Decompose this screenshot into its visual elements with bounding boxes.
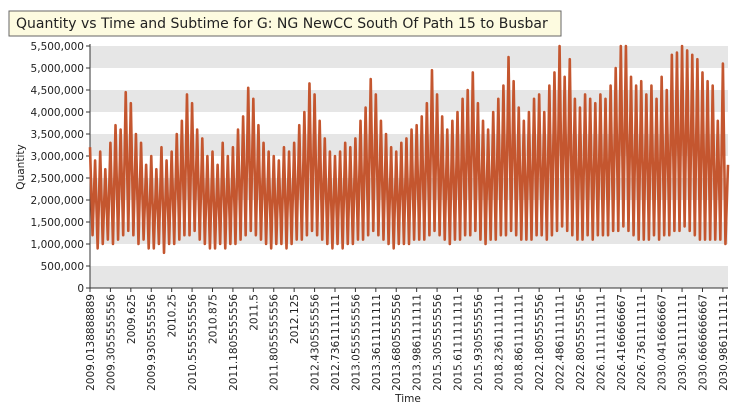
y-tick-label: 1,000,000: [31, 239, 84, 251]
x-tick-label: 2030.6666666667: [697, 294, 709, 391]
data-line: [88, 44, 730, 255]
x-tick-label: 2026.1111111111: [595, 294, 607, 391]
y-tick-label: 5,000,000: [31, 63, 84, 75]
x-tick-label: 2012.7361111111: [330, 294, 342, 391]
y-axis-title: Quantity: [15, 144, 27, 189]
x-tick-label: 2015.3055555556: [432, 294, 444, 391]
grid-band: [90, 266, 728, 288]
x-tick-label: 2011.8055555556: [269, 294, 281, 391]
y-tick-label: 3,000,000: [31, 151, 84, 163]
y-tick-label: 4,000,000: [31, 107, 84, 119]
x-tick-label: 2013.0555555556: [350, 294, 362, 391]
x-tick-label: 2018.2361111111: [493, 294, 505, 391]
y-tick-label: 0: [77, 283, 84, 295]
x-tick-label: 2018.8611111111: [514, 294, 526, 391]
x-tick-label: 2012.125: [289, 294, 301, 344]
x-tick-label: 2022.8055555556: [575, 294, 587, 391]
x-tick-label: 2015.6111111111: [452, 294, 464, 391]
y-tick-label: 4,500,000: [31, 85, 84, 97]
grid-band: [90, 46, 728, 68]
x-tick-label: 2011.5: [248, 294, 260, 331]
x-tick-label: 2009.0138888889: [85, 294, 97, 391]
x-tick-label: 2022.1805555556: [534, 294, 546, 391]
x-tick-label: 2012.4305555556: [310, 294, 322, 391]
x-tick-label: 2013.3611111111: [371, 294, 383, 391]
x-axis-title: Time: [394, 393, 421, 405]
x-tick-label: 2015.9305555556: [473, 294, 485, 391]
x-tick-label: 2026.7361111111: [636, 294, 648, 391]
x-tick-label: 2009.3055555556: [105, 294, 117, 391]
y-tick-label: 3,500,000: [31, 129, 84, 141]
x-tick-label: 2013.9861111111: [412, 294, 424, 391]
x-tick-label: 2010.875: [207, 294, 219, 344]
chart-title: Quantity vs Time and Subtime for G: NG N…: [16, 16, 548, 32]
x-tick-label: 2030.0416666667: [657, 294, 669, 391]
title-box: [8, 10, 562, 37]
y-tick-label: 500,000: [41, 261, 84, 273]
y-tick-label: 1,500,000: [31, 217, 84, 229]
x-tick-label: 2013.6805555556: [391, 294, 403, 391]
y-tick-label: 5,500,000: [31, 41, 84, 53]
y-tick-label: 2,000,000: [31, 195, 84, 207]
x-tick-label: 2011.1805555556: [228, 294, 240, 391]
x-tick-label: 2009.625: [126, 294, 138, 344]
x-tick-label: 2009.9305555556: [146, 294, 158, 391]
x-tick-label: 2030.9861111111: [718, 294, 730, 391]
x-tick-label: 2010.5555555556: [187, 294, 199, 391]
x-tick-label: 2010.25: [167, 294, 179, 337]
x-tick-label: 2030.3611111111: [677, 294, 689, 391]
y-tick-label: 2,500,000: [31, 173, 84, 185]
x-tick-label: 2022.4861111111: [555, 294, 567, 391]
x-tick-label: 2026.4166666667: [616, 294, 628, 391]
